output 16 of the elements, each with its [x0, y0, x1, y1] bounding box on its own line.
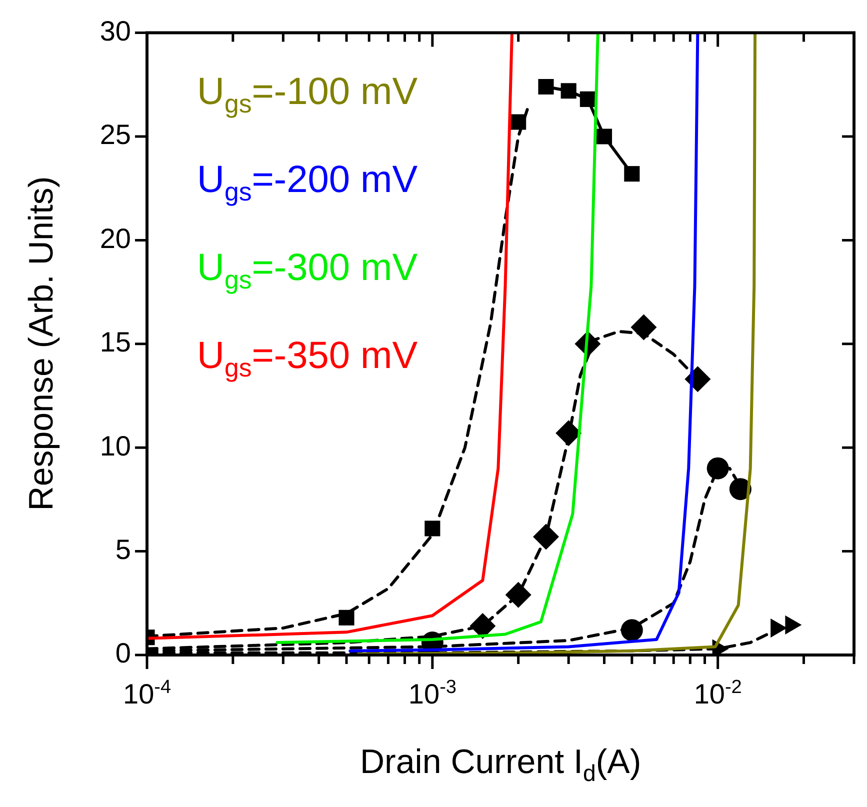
y-tick-label: 10 [100, 430, 131, 462]
y-tick-label: 0 [115, 638, 131, 669]
y-tick-label: 5 [115, 534, 131, 566]
x-tick-label: 10$^{-4}$ [123, 677, 172, 710]
text: U$_{gs}$=-200 mV [197, 158, 418, 208]
y-tick-label: 25 [100, 119, 131, 150]
y-tick-label: 30 [100, 16, 131, 47]
y-axis-title: Response (Arb. Units) [22, 176, 62, 512]
y-tick-label: 15 [100, 326, 131, 358]
x-tick-label: 10$^{-3}$ [408, 677, 456, 710]
text: U$_{gs}$=-300 mV [197, 246, 418, 296]
x-tick-label: 10$^{-2}$ [694, 677, 742, 710]
x-axis-title: Drain Current I$_{d}$(A) [360, 743, 642, 787]
text: U$_{gs}$=-100 mV [197, 70, 418, 120]
text: U$_{gs}$=-350 mV [197, 334, 418, 384]
y-tick-label: 20 [100, 222, 131, 254]
